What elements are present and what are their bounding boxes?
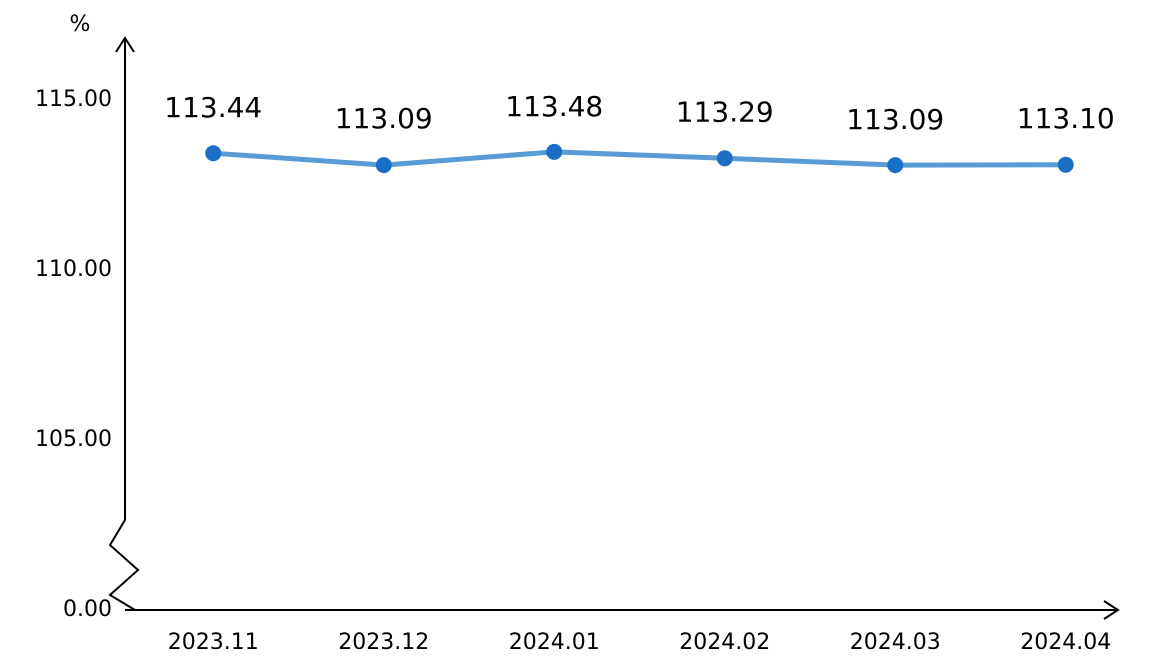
y-axis-unit: % xyxy=(70,12,91,37)
x-axis-arrow xyxy=(1103,600,1120,620)
point xyxy=(375,157,392,174)
value-label: 113.09 xyxy=(335,102,433,135)
value-label: 113.09 xyxy=(846,103,944,136)
x-tick-label: 2024.04 xyxy=(1020,630,1111,655)
value-label: 113.44 xyxy=(164,91,262,124)
point xyxy=(716,150,733,167)
y-axis-arrow xyxy=(115,36,135,53)
y-tick-label: 0.00 xyxy=(63,597,112,622)
y-tick-label: 110.00 xyxy=(35,257,112,282)
point xyxy=(546,143,563,160)
value-label: 113.29 xyxy=(676,95,774,128)
x-tick-label: 2024.01 xyxy=(509,630,600,655)
y-tick-label: 115.00 xyxy=(35,87,112,112)
point xyxy=(887,157,904,174)
point xyxy=(1057,156,1074,173)
value-label: 113.10 xyxy=(1017,102,1115,135)
value-label: 113.48 xyxy=(505,90,603,123)
series-line xyxy=(213,149,1066,168)
x-tick-label: 2023.12 xyxy=(338,630,429,655)
x-tick-label: 2024.03 xyxy=(850,630,941,655)
x-tick-label: 2023.11 xyxy=(168,630,259,655)
y-axis xyxy=(108,40,140,611)
y-tick-label: 105.00 xyxy=(35,427,112,452)
x-tick-label: 2024.02 xyxy=(679,630,770,655)
point xyxy=(205,145,222,162)
